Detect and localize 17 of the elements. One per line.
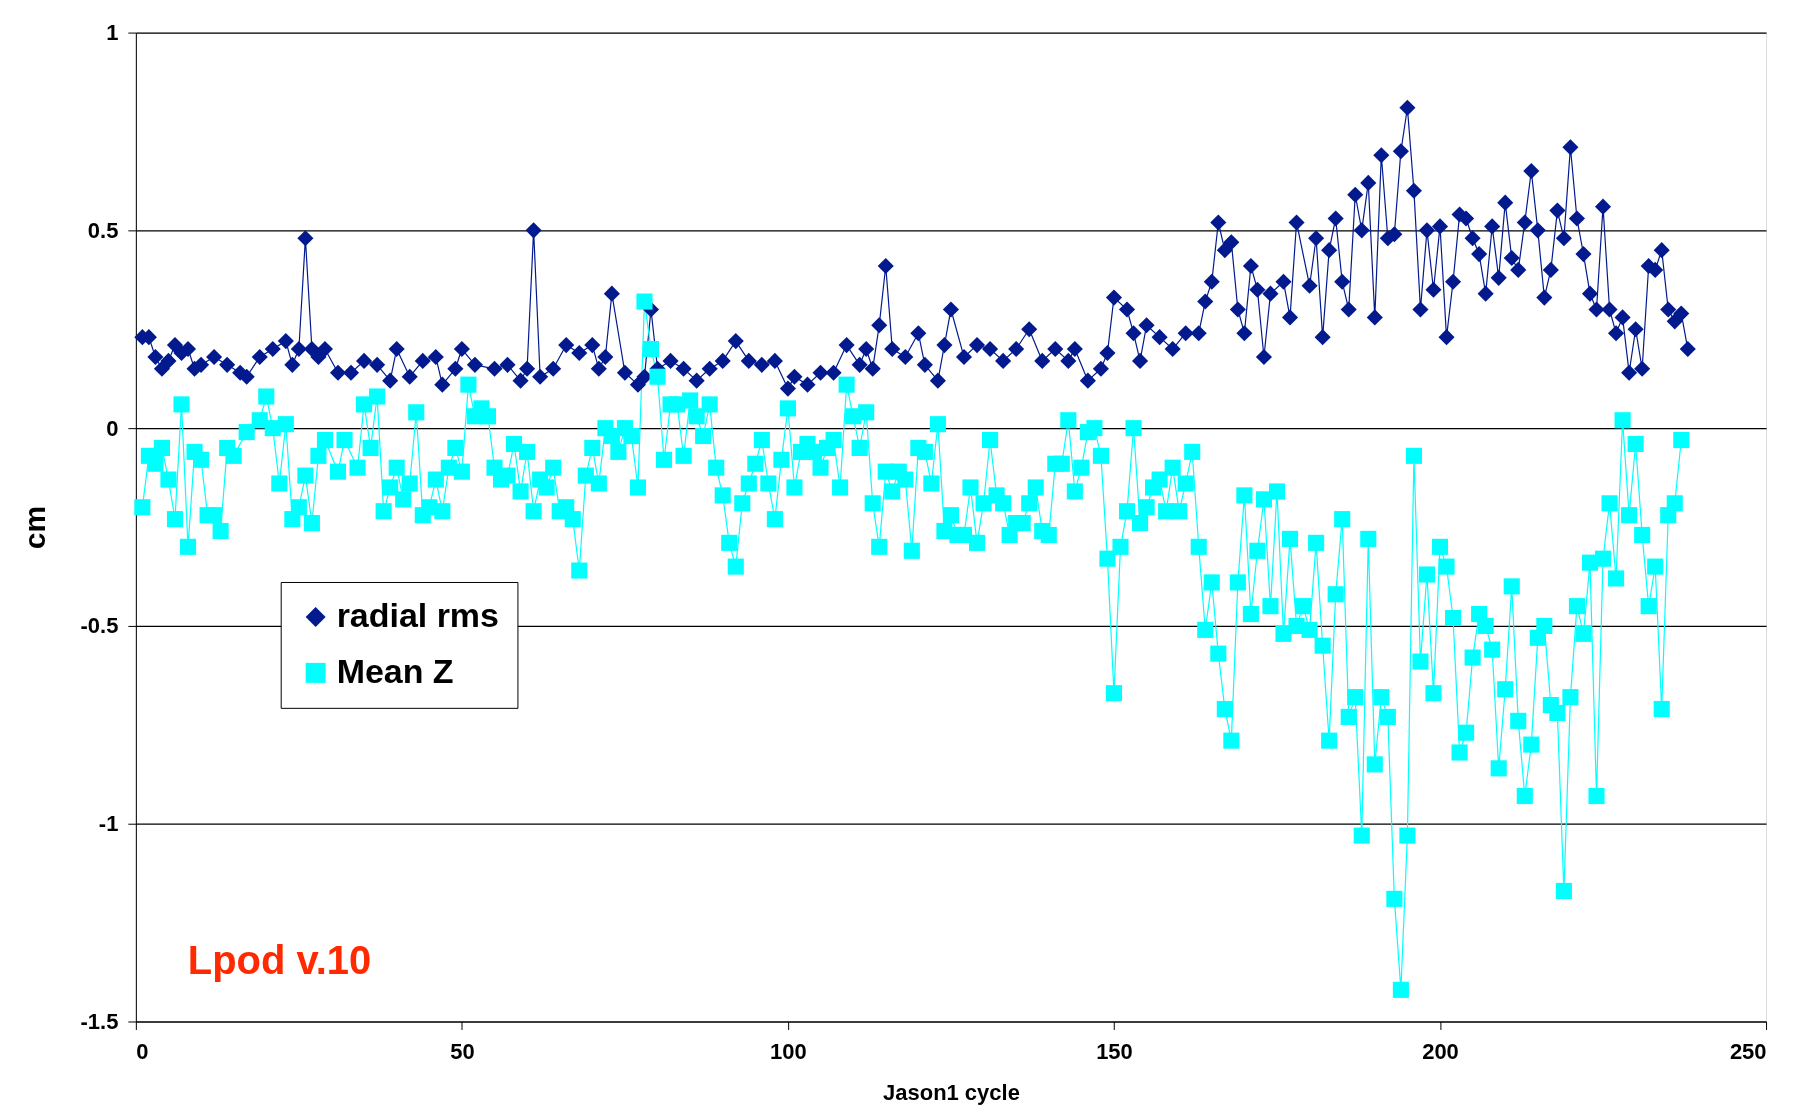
x-tick-label: 200 xyxy=(1422,1038,1459,1064)
y-tick-label: -1.5 xyxy=(80,1008,119,1034)
x-tick-label: 0 xyxy=(136,1038,149,1064)
x-tick-label: 100 xyxy=(770,1038,807,1064)
y-tick-label: 1 xyxy=(106,20,119,46)
x-tick-label: 150 xyxy=(1096,1038,1133,1064)
y-axis-title: cm xyxy=(17,505,51,550)
x-axis-title: Jason1 cycle xyxy=(883,1079,1020,1105)
legend-label: radial rms xyxy=(336,595,499,634)
annotation: Lpod v.10 xyxy=(187,937,372,982)
y-tick-label: -1 xyxy=(98,811,119,837)
y-tick-label: 0 xyxy=(106,415,119,441)
y-tick-label: -0.5 xyxy=(80,613,119,639)
x-tick-label: 250 xyxy=(1729,1038,1767,1064)
y-tick-label: 0.5 xyxy=(87,217,119,243)
legend-label: Mean Z xyxy=(336,651,454,690)
x-tick-label: 50 xyxy=(450,1038,475,1064)
